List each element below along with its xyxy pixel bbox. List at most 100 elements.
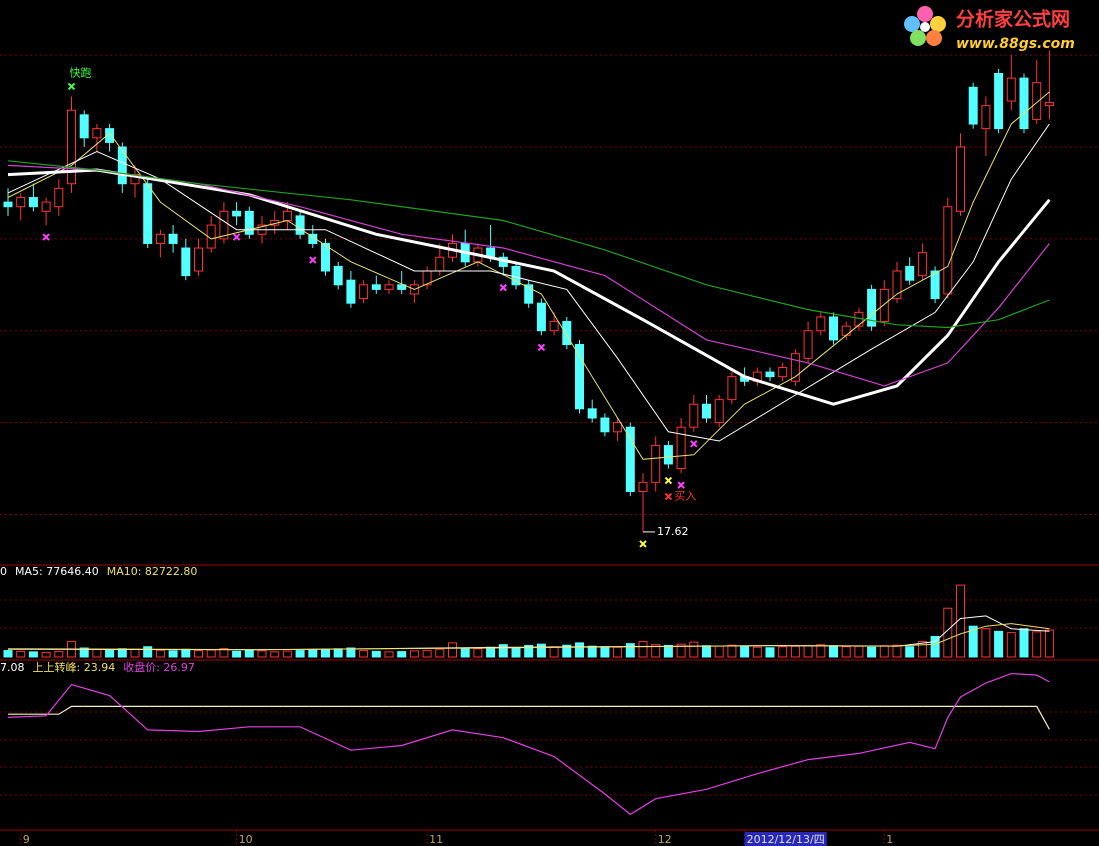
candle-body (181, 247, 191, 277)
candle-body (1044, 101, 1054, 107)
volume-bar (194, 650, 203, 658)
volume-bar (359, 650, 369, 658)
candle-body (587, 408, 597, 419)
candle-body (829, 316, 838, 341)
signal-cross (639, 540, 647, 548)
candle-body (384, 284, 394, 290)
volume-bar (79, 647, 89, 658)
candle-body (702, 403, 711, 419)
volume-bar (1032, 631, 1042, 658)
volume-bar (613, 646, 623, 658)
volume-bar (829, 645, 838, 658)
candle-body (295, 215, 305, 235)
candle-body (613, 422, 623, 433)
volume-bar (956, 584, 965, 658)
volume-bar (752, 646, 762, 658)
signal-cross (664, 492, 673, 501)
volume-bar (930, 635, 940, 658)
volume-bar (524, 644, 534, 658)
candle-body (511, 265, 521, 286)
candle-body (79, 114, 89, 139)
volume-bar (257, 650, 267, 658)
candle-body (1006, 77, 1016, 102)
candle-body (930, 270, 940, 300)
candle-body (994, 72, 1004, 130)
logo-icon (904, 6, 946, 46)
signal-cross (309, 256, 317, 264)
volume-bar (651, 644, 661, 658)
candle-body (905, 265, 915, 281)
logo-title: 分析家公式网 (956, 8, 1070, 31)
signal-cross (690, 440, 698, 448)
candle-body (397, 284, 407, 290)
volume-bar (473, 648, 483, 658)
volume-ma (7, 623, 1050, 651)
signal-cross (664, 476, 673, 485)
volume-bar (270, 651, 280, 658)
candle-body (155, 233, 165, 244)
candle-body (117, 146, 127, 185)
candle-body (600, 417, 610, 433)
header-label: MA10: 82722.80 (107, 565, 198, 578)
candle-body (575, 344, 584, 410)
candle-body (41, 201, 51, 212)
volume-bar (790, 645, 800, 658)
candle-body (841, 325, 851, 336)
volume-bar (244, 649, 254, 658)
candle-body (917, 252, 927, 277)
volume-bar (600, 646, 610, 658)
volume-bar (92, 648, 102, 658)
x-tick-label: 12 (658, 833, 672, 846)
candle-body (346, 279, 356, 304)
logo-url: www.88gs.com (956, 36, 1075, 52)
candle-body (549, 321, 559, 332)
candle-body (54, 187, 64, 208)
candle-body (321, 242, 330, 272)
volume-bar (282, 650, 292, 658)
candle-body (16, 197, 26, 208)
candle-body (663, 445, 673, 465)
candle-body (765, 371, 775, 378)
volume-bar (917, 641, 927, 658)
volume-bar (702, 645, 711, 658)
volume-bar (1044, 629, 1054, 658)
candle-body (371, 284, 381, 290)
volume-bar (409, 650, 419, 658)
candle-body (651, 445, 661, 483)
volume-bar (384, 651, 394, 658)
volume-bar (346, 647, 356, 658)
candle-body (359, 284, 369, 300)
candle-body (282, 210, 292, 221)
candle-body (956, 146, 965, 212)
candle-body (92, 128, 102, 139)
candle-body (1032, 82, 1042, 120)
candle-body (562, 321, 572, 346)
volume-bar (422, 649, 432, 658)
volume-bar (3, 650, 13, 658)
candle-body (524, 284, 534, 304)
volume-bar (575, 642, 584, 658)
header-label: 7.08 (0, 661, 25, 674)
header-label: 收盘价: 26.97 (123, 660, 195, 674)
candle-body (308, 233, 318, 244)
candle-body (892, 270, 902, 300)
volume-bar (816, 644, 826, 658)
ma-line (7, 123, 1050, 442)
volume-bar (676, 643, 686, 658)
x-label-highlight (744, 832, 827, 846)
volume-bar (511, 647, 521, 658)
signal-label: 买入 (674, 490, 696, 503)
volume-bar (778, 646, 788, 658)
volume-bar (28, 651, 38, 658)
volume-bar (333, 648, 343, 658)
candle-body (816, 316, 826, 332)
candle-body (714, 399, 724, 424)
volume-bar (181, 648, 191, 658)
candle-body (689, 403, 699, 428)
candle-body (968, 86, 978, 125)
candle-body (943, 206, 953, 295)
candle-body (219, 210, 229, 240)
